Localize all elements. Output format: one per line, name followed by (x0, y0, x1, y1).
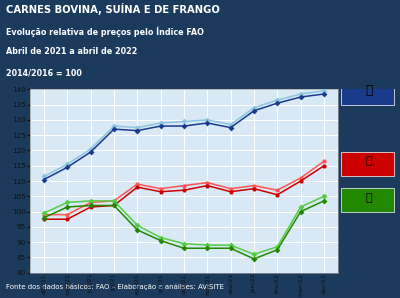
Text: Abril de 2021 a abril de 2022: Abril de 2021 a abril de 2022 (6, 47, 137, 57)
Text: 🐓: 🐓 (366, 156, 372, 166)
Text: 🐄: 🐄 (365, 84, 373, 97)
Bar (341, 81, 394, 105)
Text: CARNES BOVINA, SUÍNA E DE FRANGO: CARNES BOVINA, SUÍNA E DE FRANGO (6, 3, 220, 15)
Bar (341, 188, 394, 212)
Text: Fonte dos dados básicos: FAO – Elaboração e análises: AVISITE: Fonte dos dados básicos: FAO – Elaboraçã… (6, 284, 224, 290)
Text: 🐖: 🐖 (366, 193, 372, 203)
Text: 2014/2016 = 100: 2014/2016 = 100 (6, 69, 82, 77)
Bar (341, 152, 394, 176)
Text: Evolução relativa de preços pelo Índice FAO: Evolução relativa de preços pelo Índice … (6, 27, 204, 37)
